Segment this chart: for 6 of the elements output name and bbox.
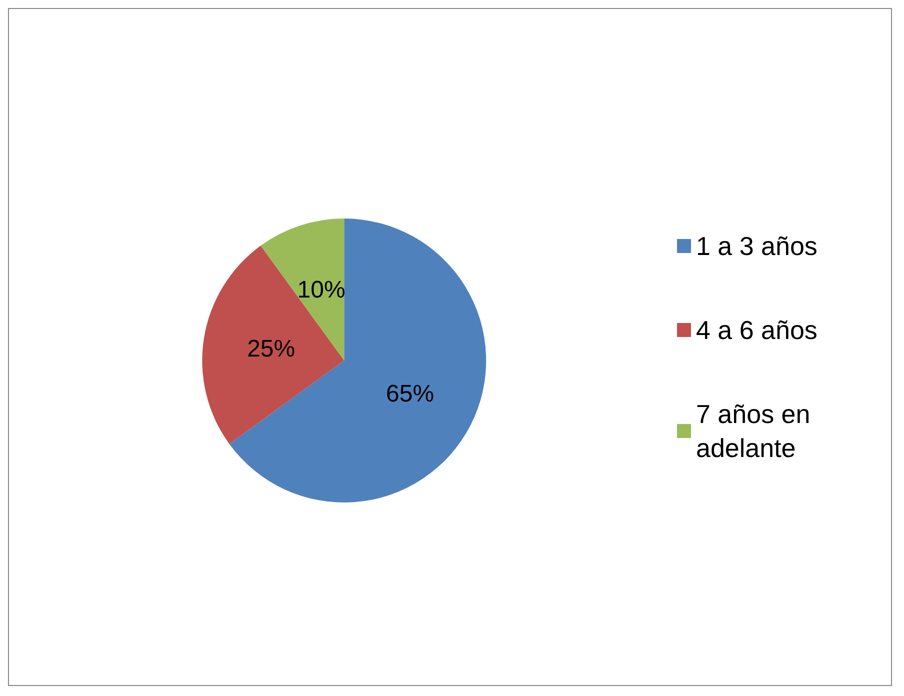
legend-label: 4 a 6 años xyxy=(696,315,818,345)
legend-label: 1 a 3 años xyxy=(696,231,818,261)
data-label: 25% xyxy=(247,335,296,362)
data-label: 65% xyxy=(386,380,434,408)
data-label: 10% xyxy=(297,276,346,304)
legend-label: 7 años en adelante xyxy=(696,399,818,463)
